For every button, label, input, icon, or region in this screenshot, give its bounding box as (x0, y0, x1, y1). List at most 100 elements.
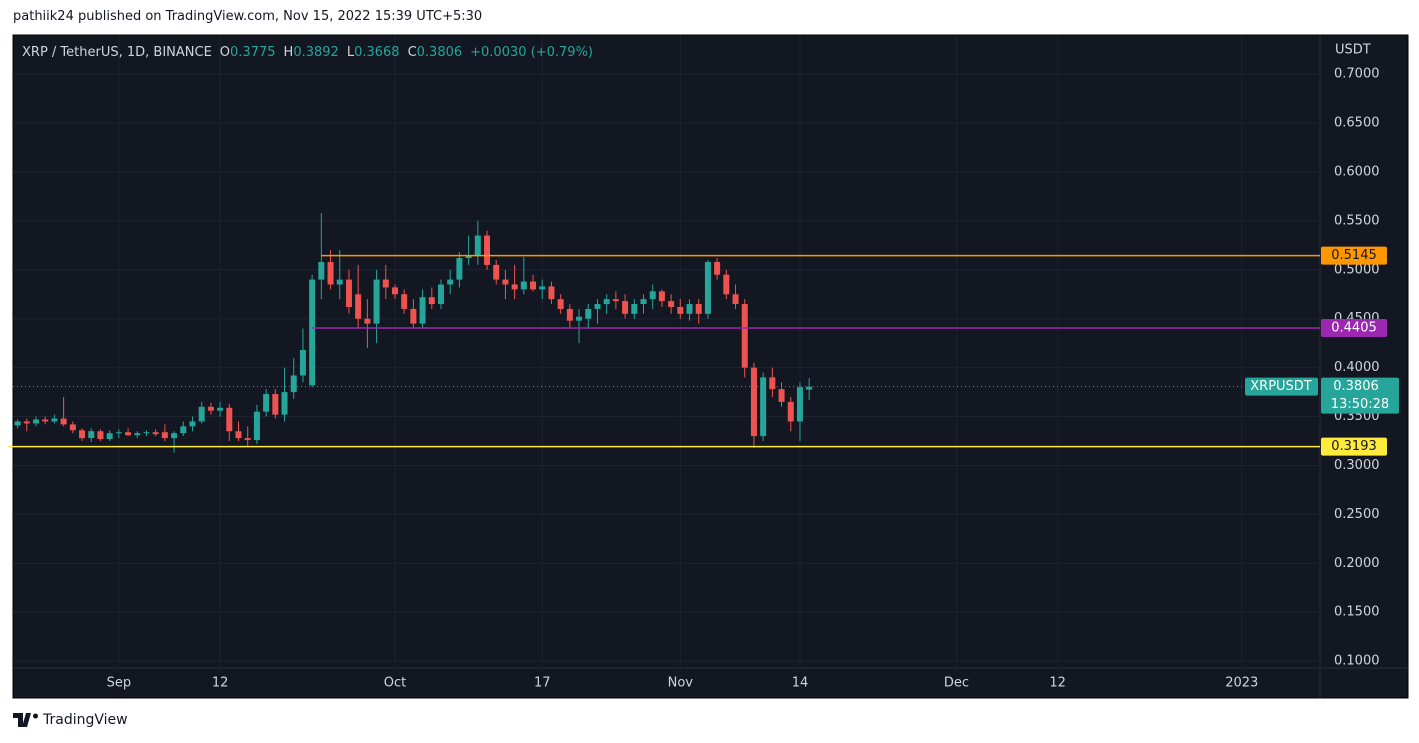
y-tick-label: 0.3000 (1334, 458, 1380, 473)
candle-body (419, 297, 426, 324)
ohlc-label: C (407, 45, 417, 60)
candle-body (51, 418, 58, 422)
candle-body (33, 419, 40, 424)
y-tick-label: 0.7000 (1334, 67, 1380, 82)
candle-body (391, 287, 398, 295)
candle-body (806, 386, 813, 390)
candle-body (355, 294, 362, 319)
countdown: 13:50:28 (1331, 397, 1389, 412)
ohlc-label: L (346, 45, 355, 60)
candle-body (290, 375, 297, 393)
candle-body (161, 432, 168, 439)
candle-body (714, 261, 721, 275)
candle-body (447, 279, 454, 285)
candle-body (281, 392, 288, 415)
y-tick-label: 0.1000 (1334, 654, 1380, 669)
candle-body (171, 433, 178, 439)
candle-body (410, 308, 417, 324)
candle-body (180, 426, 187, 434)
level-label: 0.5145 (1331, 248, 1377, 263)
candle-body (750, 367, 757, 437)
candle-body (364, 318, 371, 324)
candle-body (603, 299, 610, 305)
candle-body (612, 299, 619, 302)
publish-info: pathiik24 published on TradingView.com, … (13, 9, 483, 24)
candle-body (539, 286, 546, 290)
candle-body (382, 279, 389, 288)
candle-body (548, 286, 555, 300)
candle-body (345, 279, 352, 307)
ohlc-value: 0.3668 (354, 45, 400, 60)
x-tick-label: 12 (1049, 676, 1066, 691)
candle-body (668, 301, 675, 307)
candle-body (778, 389, 785, 402)
candle-body (336, 279, 343, 285)
y-tick-label: 0.2500 (1334, 507, 1380, 522)
ohlc-value: 0.3775 (230, 45, 276, 60)
candle-body (263, 394, 270, 412)
y-tick-label: 0.6000 (1334, 164, 1380, 179)
candle-body (760, 377, 767, 437)
candle-body (585, 308, 592, 319)
x-tick-label: Nov (668, 676, 694, 691)
logo (13, 713, 38, 727)
level-label-bg (1321, 246, 1387, 265)
candle-body (732, 294, 739, 305)
candle-body (456, 258, 463, 280)
chart-frame (12, 34, 1409, 699)
x-tick-label: Sep (107, 676, 132, 691)
level-label: 0.4405 (1331, 321, 1377, 336)
candle-body (79, 430, 86, 439)
candle-body (207, 406, 214, 411)
ohlc-value: 0.3806 (416, 45, 463, 60)
candle-body (152, 432, 159, 435)
candle-body (695, 304, 702, 314)
candle-body (704, 261, 711, 314)
candle-body (42, 419, 49, 422)
candle-body (769, 377, 776, 390)
candle-body (309, 279, 316, 386)
candle-body (318, 261, 325, 280)
candle-body (106, 433, 113, 440)
candle-body (474, 235, 481, 256)
candle-body (97, 431, 104, 440)
candle-body (217, 407, 224, 411)
ohlc-label: O (219, 45, 231, 60)
candle-body (60, 418, 67, 425)
candle-body (622, 301, 629, 314)
candle-body (594, 304, 601, 309)
x-tick-label: Oct (384, 676, 406, 691)
candle-body (198, 406, 205, 422)
candle-body (530, 281, 537, 290)
ohlc-label: H (283, 45, 294, 60)
candle-body (299, 350, 306, 376)
candle-body (244, 438, 251, 441)
y-tick-label: 0.5000 (1334, 262, 1380, 277)
symbol-label: XRPUSDT (1250, 379, 1312, 394)
y-tick-label: 0.2000 (1334, 556, 1380, 571)
candle-body (566, 308, 573, 321)
candle-body (686, 304, 693, 314)
level-label-bg (1321, 437, 1387, 456)
candle-body (511, 284, 518, 290)
candle-body (557, 299, 564, 309)
y-tick-label: 0.5500 (1334, 213, 1380, 228)
candle-body (253, 411, 260, 441)
symbol: XRP / TetherUS, 1D, BINANCE (22, 45, 212, 60)
candle-body (493, 264, 500, 280)
candle-body (649, 291, 656, 300)
x-tick-label: Dec (944, 676, 969, 691)
ohlc-value: 0.3892 (293, 45, 339, 60)
candle-body (125, 432, 132, 436)
candle-body (235, 431, 242, 439)
x-tick-label: 12 (212, 676, 229, 691)
candle-body (437, 284, 444, 305)
change: +0.0030 (+0.79%) (470, 45, 593, 60)
last-price-label: 0.3806 (1333, 379, 1379, 394)
y-tick-label: 0.4000 (1334, 360, 1380, 375)
brand: TradingView (43, 712, 128, 728)
x-tick-label: 17 (534, 676, 551, 691)
y-tick-label: 0.1500 (1334, 605, 1380, 620)
